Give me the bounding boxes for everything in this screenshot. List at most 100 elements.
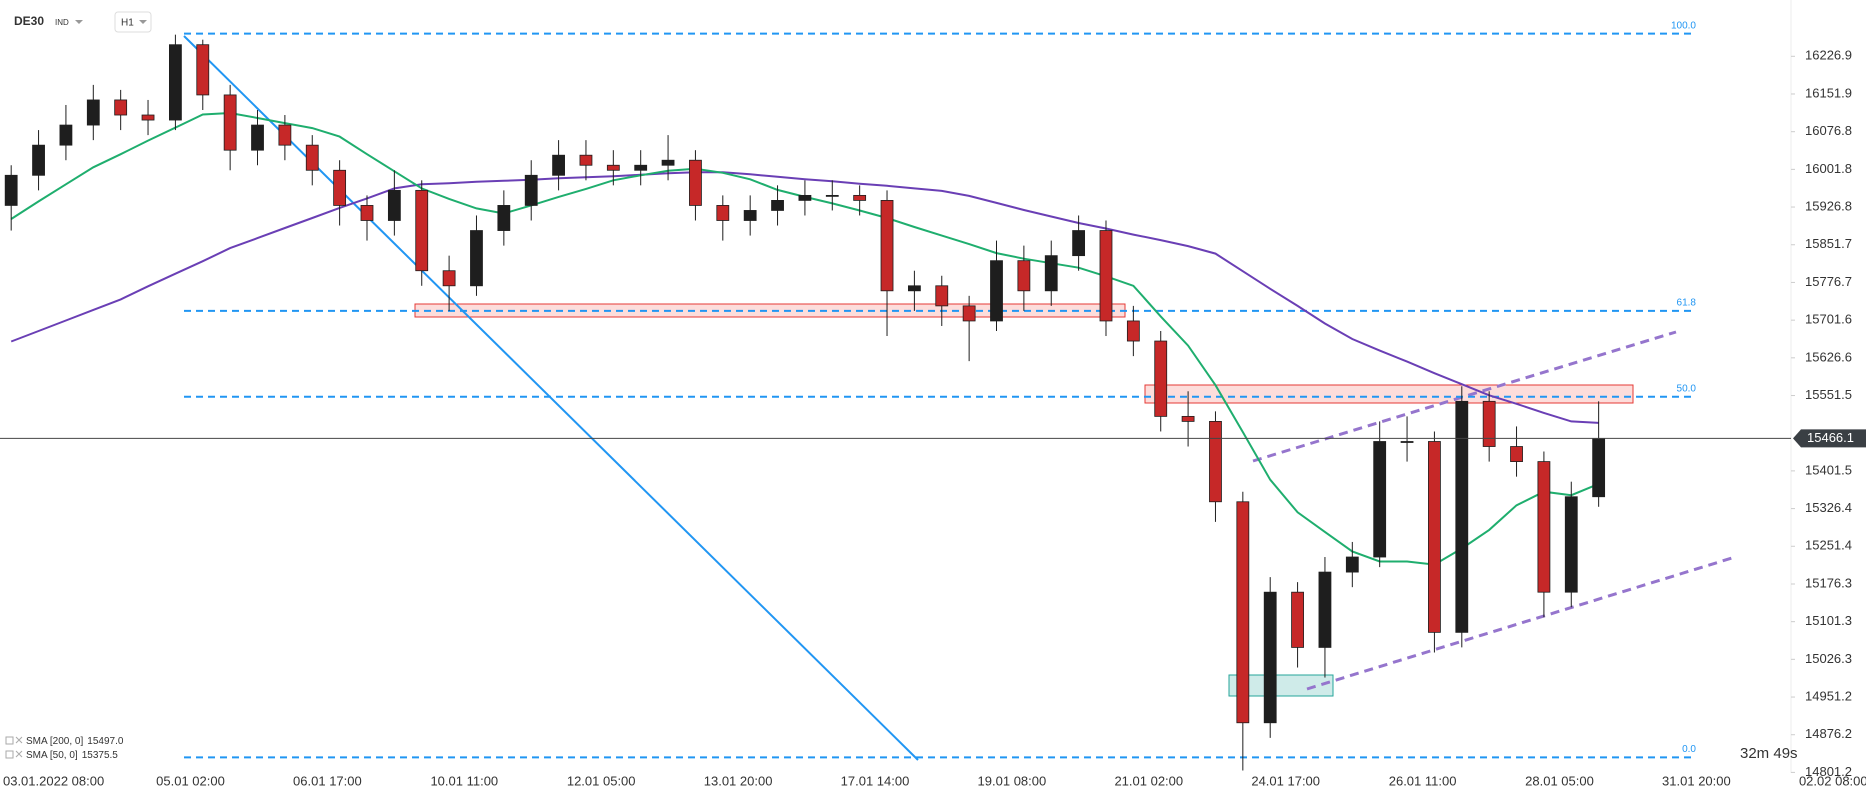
- x-tick-label: 05.01 02:00: [156, 773, 225, 788]
- x-tick-label: 06.01 17:00: [293, 773, 362, 788]
- legend-close[interactable]: [15, 736, 23, 758]
- candle-body: [196, 44, 210, 96]
- y-tick-label: 15326.4: [1805, 500, 1852, 515]
- x-tick-label: 12.01 05:00: [567, 773, 636, 788]
- candle-body: [661, 159, 675, 166]
- candle-body: [86, 99, 100, 126]
- legend-value: 15375.5: [82, 750, 119, 761]
- candle-body: [305, 144, 319, 171]
- legend-icon[interactable]: [5, 736, 14, 745]
- x-tick-label: 26.01 11:00: [1389, 773, 1457, 788]
- candle-body: [552, 154, 565, 176]
- candle-body: [1209, 421, 1222, 503]
- fib-label: 0.0: [1682, 744, 1696, 755]
- candle-body: [1482, 400, 1496, 447]
- candle-body: [169, 44, 182, 121]
- resistance-zone: [1144, 384, 1634, 404]
- legend-entry: SMA [50, 0] 15375.5: [26, 750, 118, 761]
- y-tick-label: 16151.9: [1805, 85, 1852, 100]
- instrument-type[interactable]: IND: [55, 18, 69, 27]
- timeframe[interactable]: H1: [121, 18, 134, 29]
- channel-line: [1252, 330, 1677, 463]
- candle-body: [470, 230, 483, 287]
- candle-body: [1345, 556, 1359, 573]
- candle-body: [1373, 441, 1387, 558]
- candle-body: [415, 189, 429, 272]
- dropdown-icon: [75, 20, 83, 24]
- candle-body: [853, 194, 867, 201]
- candle-body: [1510, 446, 1523, 462]
- candle-body: [880, 200, 894, 292]
- candle-body: [579, 154, 593, 166]
- timeframe-button[interactable]: [114, 11, 152, 33]
- candle-body: [141, 114, 155, 121]
- x-tick-label: 28.01 05:00: [1525, 773, 1594, 788]
- current-price-box: [1793, 429, 1866, 448]
- candle-body: [634, 164, 648, 171]
- y-tick-label: 15926.8: [1805, 198, 1852, 213]
- candle-body: [223, 94, 237, 151]
- candle-body: [114, 99, 128, 116]
- x-tick-label: 24.01 17:00: [1251, 773, 1320, 788]
- fib-label: 61.8: [1677, 298, 1697, 309]
- candle-body: [1537, 461, 1551, 593]
- candle-body: [606, 164, 620, 171]
- symbol: DE30: [14, 14, 44, 28]
- y-tick-label: 16226.9: [1805, 48, 1852, 63]
- legend-entry: SMA [200, 0] 15497.0: [26, 736, 124, 747]
- candle-body: [716, 205, 730, 221]
- fib-label: 100.0: [1671, 20, 1696, 31]
- x-tick-label: 17.01 14:00: [841, 773, 910, 788]
- candle-body: [935, 285, 949, 307]
- candle-body: [1044, 255, 1058, 292]
- candle-body: [1263, 591, 1277, 724]
- x-tick-label: 10.01 11:00: [430, 773, 498, 788]
- legend-value: 15497.0: [87, 736, 124, 747]
- candle-body: [771, 200, 784, 211]
- candle-body: [1126, 320, 1140, 342]
- candle-body: [962, 305, 976, 322]
- candle-body: [59, 124, 73, 146]
- y-tick-label: 15176.3: [1805, 575, 1852, 590]
- y-tick-label: 14801.2: [1805, 764, 1852, 779]
- y-tick-label: 16076.8: [1805, 123, 1852, 138]
- candle-body: [32, 144, 45, 176]
- candle-body: [278, 124, 292, 146]
- candle-body: [1072, 230, 1086, 257]
- candle-body: [743, 210, 757, 221]
- candle-body: [387, 189, 401, 221]
- legend-icon[interactable]: [5, 750, 14, 759]
- y-tick-label: 15551.5: [1805, 387, 1852, 402]
- candle-body: [1291, 591, 1304, 648]
- x-tick-label: 19.01 08:00: [978, 773, 1047, 788]
- y-tick-label: 15701.6: [1805, 312, 1852, 327]
- candle-body: [360, 205, 374, 221]
- x-tick-label: 21.01 02:00: [1114, 773, 1183, 788]
- candle-body: [442, 270, 456, 287]
- candle-body: [1154, 340, 1168, 417]
- candle-body: [907, 285, 921, 292]
- legend-name: SMA [50, 0]: [26, 750, 78, 761]
- current-price-label: 15466.1: [1807, 430, 1854, 445]
- candle-body: [497, 205, 511, 231]
- y-tick-label: 15026.3: [1805, 651, 1852, 666]
- y-tick-label: 15251.4: [1805, 538, 1852, 553]
- x-tick-label: 03.01.2022 08:00: [3, 773, 104, 788]
- candle-body: [1455, 400, 1469, 633]
- sma-line: [10, 171, 1599, 424]
- candle-body: [1017, 260, 1031, 292]
- dropdown-icon: [139, 20, 147, 24]
- support-zone: [1228, 674, 1334, 697]
- candle-body: [825, 194, 839, 197]
- y-tick-label: 15851.7: [1805, 236, 1852, 251]
- y-tick-label: 14951.2: [1805, 688, 1852, 703]
- trend-line: [183, 35, 919, 761]
- y-tick-label: 14876.2: [1805, 726, 1852, 741]
- candle-body: [251, 124, 264, 151]
- candle-body: [1099, 230, 1113, 322]
- y-tick-label: 15776.7: [1805, 274, 1852, 289]
- y-tick-label: 15101.3: [1805, 613, 1852, 628]
- candle-body: [1181, 415, 1195, 422]
